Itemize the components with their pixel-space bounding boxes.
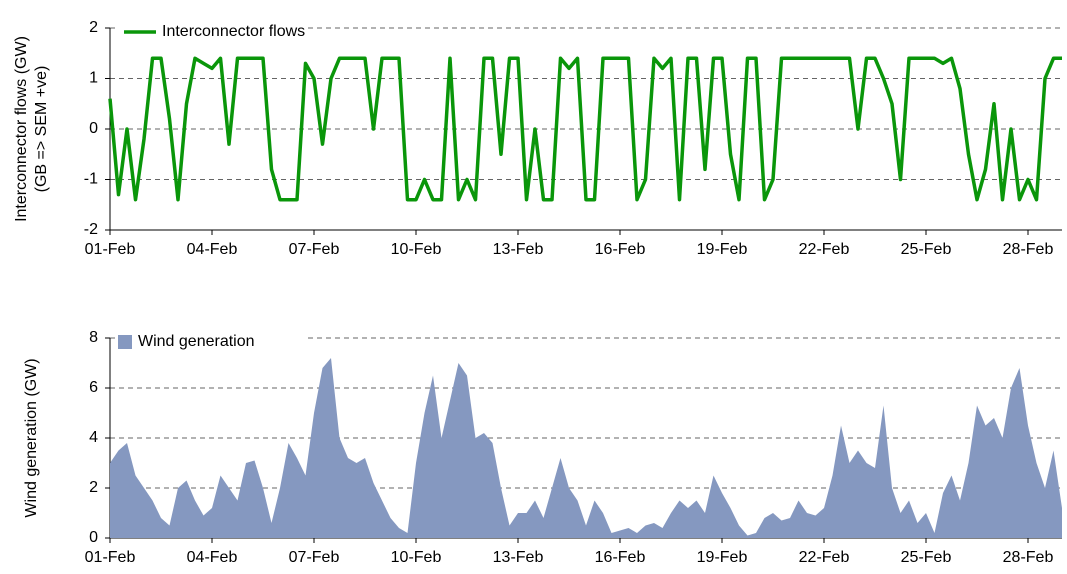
data-area [110, 358, 1062, 538]
x-tick-label: 07-Feb [289, 241, 340, 258]
y-axis-label: Interconnector flows (GW) [13, 36, 30, 222]
y-tick-label: 2 [89, 19, 98, 36]
y-tick-label: -1 [84, 171, 98, 188]
legend-label: Interconnector flows [162, 23, 305, 40]
x-tick-label: 28-Feb [1003, 241, 1054, 258]
y-tick-label: -2 [84, 221, 98, 238]
y-axis-label: (GB => SEM +ve) [33, 66, 50, 193]
legend-box [116, 331, 306, 353]
legend-box [116, 21, 306, 43]
x-tick-label: 04-Feb [187, 241, 238, 258]
x-tick-label: 25-Feb [901, 241, 952, 258]
x-tick-label: 16-Feb [595, 241, 646, 258]
x-tick-label: 19-Feb [697, 549, 748, 566]
x-tick-label: 07-Feb [289, 549, 340, 566]
y-tick-label: 8 [89, 329, 98, 346]
x-tick-label: 16-Feb [595, 549, 646, 566]
y-tick-label: 2 [89, 479, 98, 496]
y-tick-label: 1 [89, 70, 98, 87]
legend-label: Wind generation [138, 333, 255, 350]
x-tick-label: 01-Feb [85, 549, 136, 566]
x-tick-label: 01-Feb [85, 241, 136, 258]
y-tick-label: 0 [89, 120, 98, 137]
x-tick-label: 10-Feb [391, 241, 442, 258]
x-tick-label: 19-Feb [697, 241, 748, 258]
data-line [108, 56, 1062, 202]
y-axis-label: Wind generation (GW) [23, 358, 40, 517]
y-tick-label: 0 [89, 529, 98, 546]
x-tick-label: 28-Feb [1003, 549, 1054, 566]
y-tick-label: 6 [89, 379, 98, 396]
x-tick-label: 22-Feb [799, 549, 850, 566]
x-tick-label: 10-Feb [391, 549, 442, 566]
x-tick-label: 13-Feb [493, 549, 544, 566]
legend-swatch [118, 335, 132, 349]
x-tick-label: 25-Feb [901, 549, 952, 566]
x-tick-label: 04-Feb [187, 549, 238, 566]
y-tick-label: 4 [89, 429, 98, 446]
x-tick-label: 22-Feb [799, 241, 850, 258]
x-tick-label: 13-Feb [493, 241, 544, 258]
